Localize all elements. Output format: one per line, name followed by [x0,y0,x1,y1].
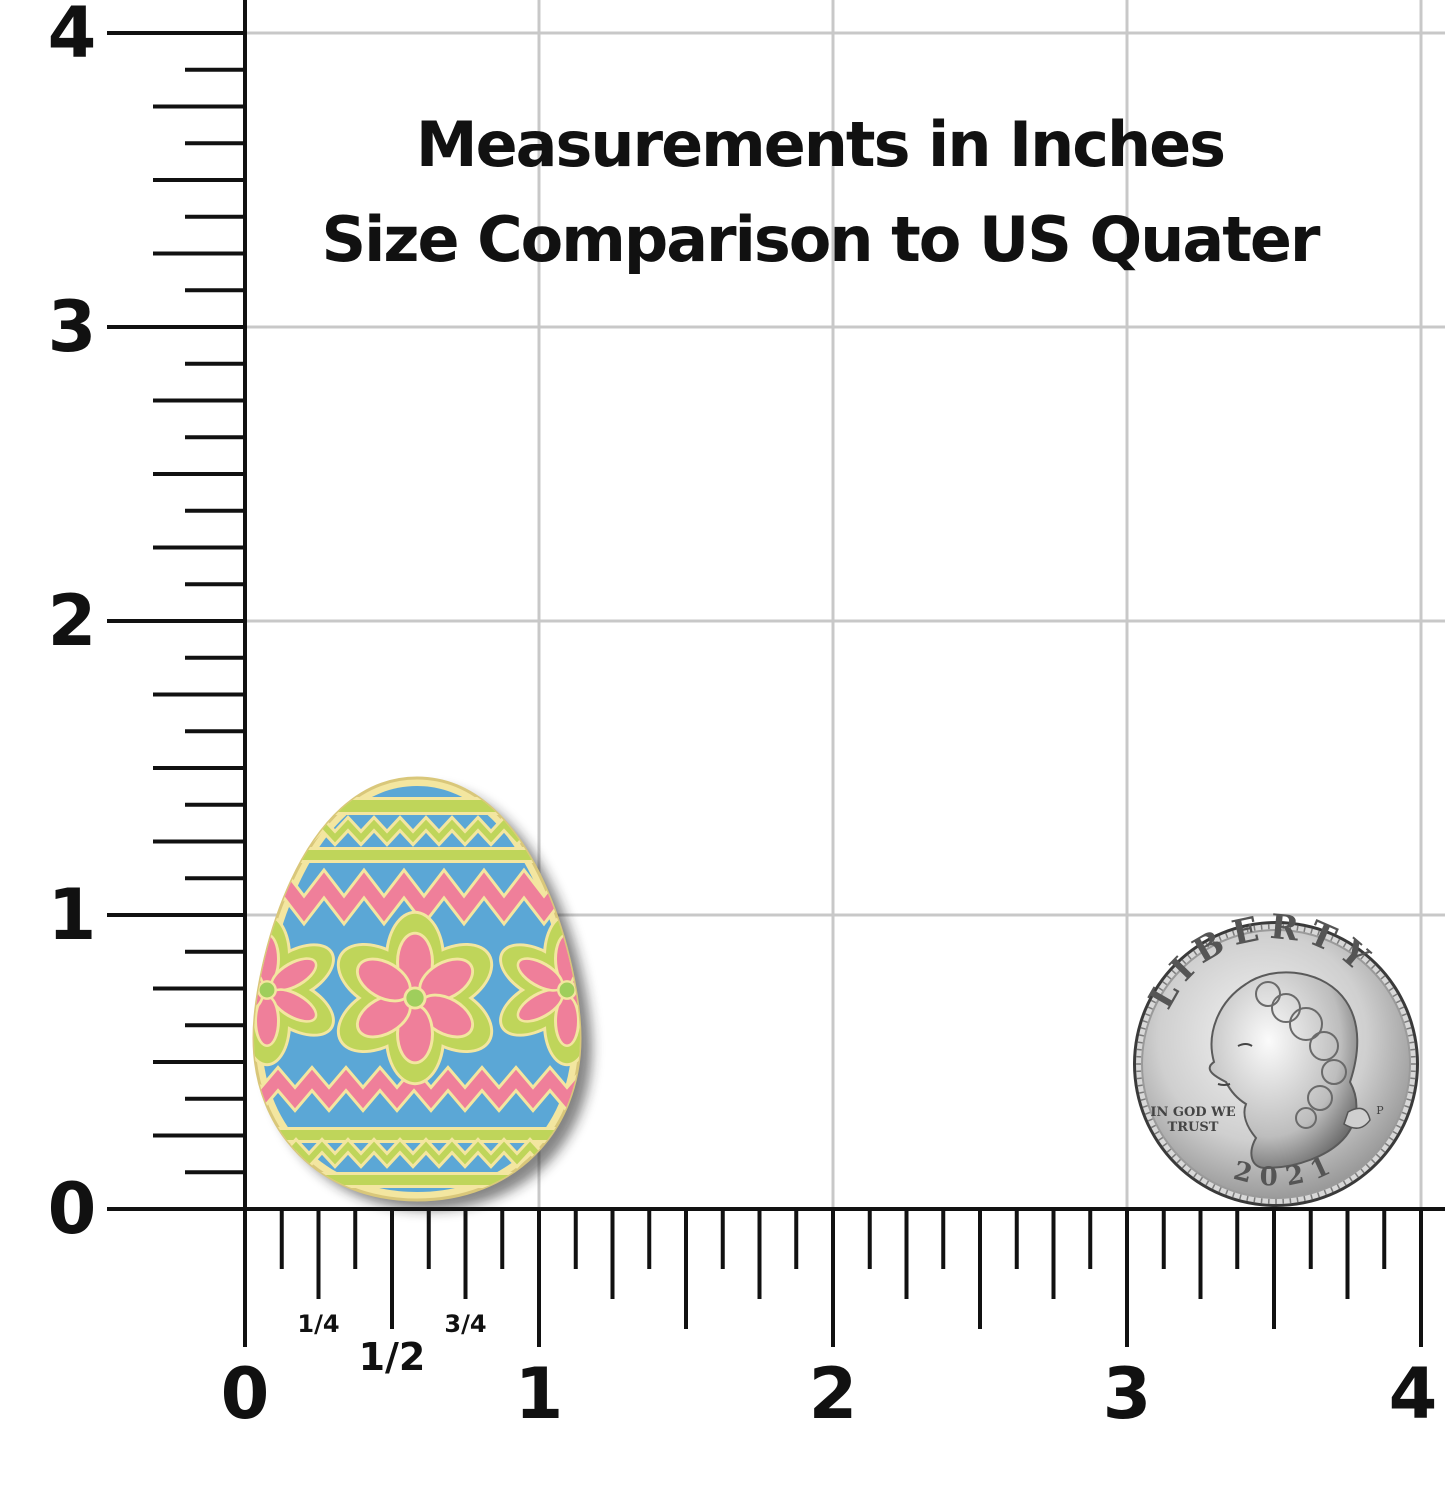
coin-reed [1409,1085,1414,1086]
horizontal-ruler: 0 1 2 3 4 1/4 1/2 3/4 [108,1209,1445,1435]
vertical-label-0: 0 [48,1168,97,1250]
coin-reed [1261,1198,1262,1203]
title-line-1: Measurements in Inches [245,108,1395,181]
queue-ribbon [1344,1108,1370,1128]
horizontal-label-0: 0 [221,1353,270,1435]
fraction-label-3-4: 3/4 [444,1310,486,1338]
coin-motto-line1: IN GOD WE [1150,1105,1235,1120]
vertical-label-3: 3 [48,286,97,368]
coin-reed [1138,1042,1143,1043]
horizontal-label-2: 2 [809,1353,858,1435]
horizontal-label-3: 3 [1103,1353,1152,1435]
coin-mint-mark: P [1376,1104,1384,1117]
flower-center [560,983,575,998]
vertical-label-4: 4 [48,0,97,74]
horizontal-label-1: 1 [515,1353,564,1435]
easter-egg-pin [189,778,645,1210]
coin-reed [1409,1042,1414,1043]
coin-reed [1297,1197,1298,1202]
coin-reed [1290,1198,1291,1203]
fraction-label-1-2: 1/2 [359,1335,426,1379]
coin-reed [1139,1035,1144,1036]
title-line-2: Size Comparison to US Quater [245,203,1395,276]
coin-reed [1139,1092,1144,1093]
coin-reed [1254,1197,1255,1202]
coin-reed [1410,1078,1415,1079]
coin-reed [1137,1078,1142,1079]
coin-reed [1304,1196,1305,1201]
vertical-label-1: 1 [48,874,97,956]
egg-band [249,1175,585,1185]
horizontal-label-4: 4 [1389,1353,1438,1435]
coin-reed [1408,1092,1413,1093]
egg-band [249,1130,585,1140]
coin-motto-line2: TRUST [1168,1120,1219,1135]
flower-center [406,989,423,1006]
egg-band [249,800,585,812]
coin-reed [1137,1049,1142,1050]
coin-reed [1247,1196,1248,1201]
egg-zigzag [244,884,584,910]
profile-mouth [1218,1084,1230,1085]
vertical-ruler: 0 1 2 3 4 [48,0,245,1345]
coin-reed [1408,1035,1413,1036]
coin-reed [1410,1049,1415,1050]
flower-center [260,983,275,998]
coin-reed [1138,1085,1143,1086]
fraction-label-1-4: 1/4 [297,1310,339,1338]
vertical-label-2: 2 [48,580,97,662]
